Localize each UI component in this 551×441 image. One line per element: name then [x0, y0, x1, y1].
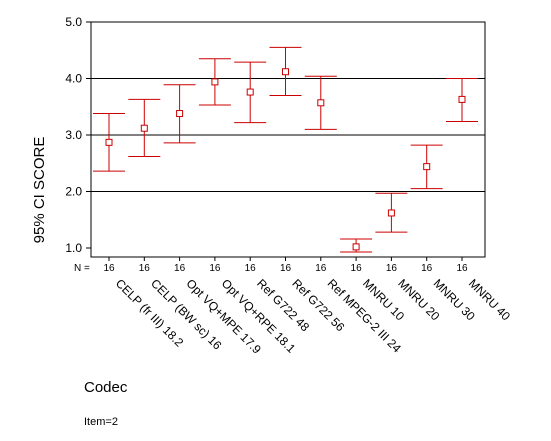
- y-tick-label: 5.0: [65, 15, 82, 29]
- n-value: 16: [209, 263, 221, 274]
- n-value: 16: [386, 263, 398, 274]
- mean-marker: [387, 209, 395, 217]
- mean-marker: [282, 68, 289, 76]
- plot-area-frame: [90, 21, 486, 258]
- error-bar: [269, 46, 302, 96]
- mean-marker: [423, 163, 431, 171]
- y-tick-label: 1.0: [65, 241, 82, 255]
- y-tick-label: 2.0: [65, 185, 82, 199]
- error-bar: [410, 144, 443, 190]
- error-bar: [375, 192, 408, 233]
- n-value: 16: [139, 263, 151, 274]
- error-bar: [446, 78, 478, 122]
- n-value: 16: [351, 263, 363, 274]
- n-value: 16: [280, 263, 292, 274]
- n-value: 16: [103, 263, 115, 274]
- x-axis-label: Codec: [84, 379, 128, 396]
- mean-marker: [176, 110, 184, 118]
- mean-marker: [211, 78, 219, 86]
- n-value: 16: [245, 263, 257, 274]
- mean-marker: [352, 243, 360, 251]
- n-value: 16: [421, 263, 433, 274]
- mean-marker: [140, 124, 148, 132]
- error-bar: [128, 98, 161, 157]
- y-tick-label: 4.0: [65, 72, 82, 86]
- error-bar: [93, 113, 125, 172]
- item-note: Item=2: [84, 416, 118, 428]
- n-value: 16: [315, 263, 327, 274]
- error-bar: [234, 61, 267, 124]
- y-axis-label: 95% CI SCORE: [31, 137, 48, 244]
- mean-marker: [458, 95, 466, 103]
- error-bar: [304, 75, 337, 130]
- mean-marker: [105, 138, 113, 146]
- n-row-label: N =: [74, 263, 90, 274]
- error-bar: [198, 58, 231, 106]
- n-value: 16: [174, 263, 186, 274]
- mean-marker: [317, 99, 325, 107]
- error-bar: [163, 84, 196, 144]
- mean-marker: [246, 88, 254, 96]
- y-tick-label: 3.0: [65, 128, 82, 142]
- error-bar: [340, 238, 373, 253]
- n-value: 16: [456, 263, 468, 274]
